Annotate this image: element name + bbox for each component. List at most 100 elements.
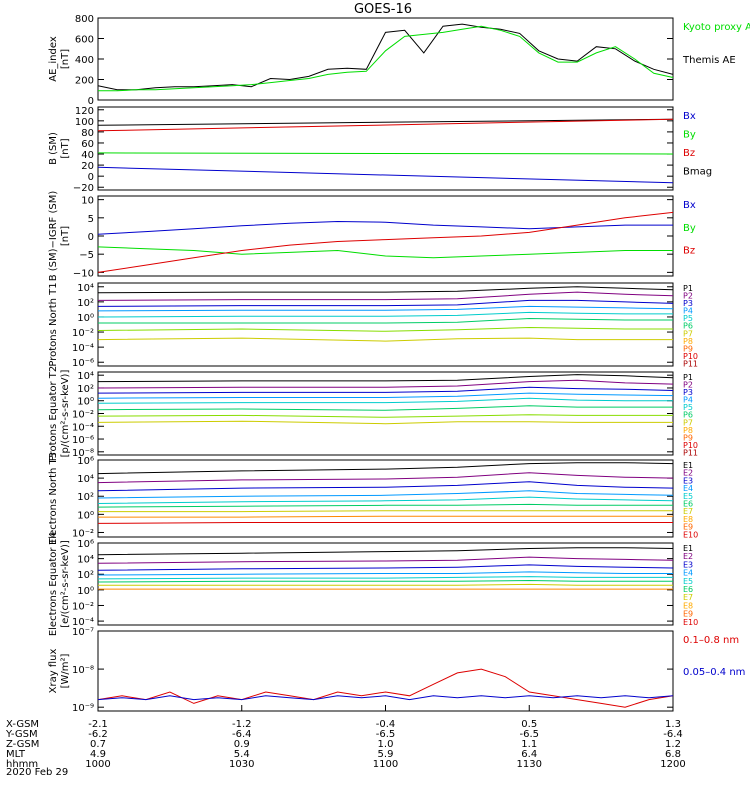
channel-label: P8 bbox=[683, 426, 693, 435]
y-tick-label: 0 bbox=[88, 96, 94, 107]
channel-label: P6 bbox=[683, 411, 693, 420]
channel-label: P9 bbox=[683, 433, 693, 442]
channel-label: E4 bbox=[683, 569, 693, 578]
series-p2 bbox=[97, 379, 674, 389]
y-tick-label: 10² bbox=[77, 384, 94, 395]
x-row-label: MLT bbox=[6, 749, 26, 760]
y-tick-label: 10⁻⁴ bbox=[72, 617, 94, 628]
panel-6: 10⁶ 10⁴ 10² 10⁰ 10⁻² Electrons North T3 E1E2E3… bbox=[48, 452, 698, 545]
y-tick-label: −10 bbox=[73, 268, 94, 279]
channel-label: E2 bbox=[683, 552, 693, 561]
x-row-value: 1.3 bbox=[665, 719, 681, 730]
x-row-label: hhmm bbox=[6, 759, 38, 770]
channel-label: E1 bbox=[683, 544, 693, 553]
y-tick-label: 10⁻⁸ bbox=[72, 665, 94, 676]
series-p5 bbox=[97, 397, 673, 404]
channel-label: E3 bbox=[683, 560, 693, 569]
y-tick-label: 10⁻² bbox=[72, 410, 94, 421]
series-bx bbox=[97, 166, 674, 184]
y-tick-label: 10⁶ bbox=[77, 539, 94, 550]
channel-label: P3 bbox=[683, 388, 693, 397]
x-row-value: -0.4 bbox=[376, 719, 396, 730]
y-axis-label: AE_index bbox=[48, 36, 59, 82]
x-row-value: 1.2 bbox=[665, 739, 681, 750]
series-p6 bbox=[98, 317, 673, 324]
y-tick-label: 200 bbox=[75, 76, 94, 87]
y-axis-label: Protons North T1 bbox=[48, 282, 59, 366]
series-0-05-0-4-nm bbox=[97, 695, 674, 701]
legend-entry: By bbox=[683, 129, 696, 140]
series-p7 bbox=[97, 414, 673, 418]
x-row-value: 0.7 bbox=[90, 739, 106, 750]
panel-8: 10⁻⁷ 10⁻⁸ 10⁻⁹ Xray flux [W/m²] 0.1–0.8 nm 0.0… bbox=[48, 627, 745, 714]
series-by bbox=[97, 152, 674, 155]
series-e6 bbox=[97, 503, 673, 508]
series-e8 bbox=[98, 515, 673, 518]
series-bz bbox=[97, 211, 674, 273]
y-tick-label: −5 bbox=[79, 250, 94, 261]
x-row-value: -6.4 bbox=[663, 729, 683, 740]
x-row-value: -6.4 bbox=[232, 729, 252, 740]
channel-label: E4 bbox=[683, 484, 693, 493]
series-p2 bbox=[97, 291, 674, 301]
channel-label: P4 bbox=[683, 307, 693, 316]
y-tick-label: 10⁶ bbox=[77, 456, 94, 467]
series-p1 bbox=[97, 286, 674, 294]
x-row-value: -2.1 bbox=[88, 719, 108, 730]
y-tick-label: 80 bbox=[81, 128, 94, 139]
x-row-value: 5.9 bbox=[378, 749, 394, 760]
panel-frame bbox=[97, 542, 674, 626]
channel-label: E7 bbox=[683, 593, 693, 602]
y-tick-label: 40 bbox=[81, 150, 94, 161]
y-tick-label: 600 bbox=[75, 35, 94, 46]
channel-label: E6 bbox=[683, 500, 693, 509]
x-row-label: Z-GSM bbox=[6, 739, 39, 750]
channel-label: E8 bbox=[683, 515, 693, 524]
y-axis-label: B (SM) bbox=[48, 132, 59, 165]
channel-label: P8 bbox=[683, 337, 693, 346]
y-tick-label: 10² bbox=[77, 298, 94, 309]
channel-label: P11 bbox=[683, 359, 698, 368]
y-tick-label: 10⁻⁶ bbox=[72, 358, 94, 369]
series-e7 bbox=[98, 510, 673, 513]
legend-entry: 0.1–0.8 nm bbox=[683, 635, 739, 646]
y-axis-label: Electrons Equator T4 bbox=[48, 532, 59, 636]
series-e7 bbox=[98, 583, 673, 586]
x-row-value: 6.8 bbox=[665, 749, 681, 760]
channel-label: P1 bbox=[683, 373, 693, 382]
channel-label: E6 bbox=[683, 585, 693, 594]
channel-label: E5 bbox=[683, 492, 693, 501]
y-tick-label: 10⁻⁴ bbox=[72, 422, 94, 433]
channel-label: P6 bbox=[683, 322, 693, 331]
x-row-value: 1130 bbox=[517, 759, 542, 770]
x-row-value: 0.9 bbox=[234, 739, 250, 750]
x-row-value: 0.5 bbox=[521, 719, 537, 730]
y-tick-label: 10² bbox=[77, 492, 94, 503]
series-e1 bbox=[97, 462, 674, 475]
series-e9 bbox=[97, 522, 673, 524]
y-tick-label: 10⁴ bbox=[77, 371, 94, 382]
series-p1 bbox=[97, 374, 674, 383]
series-e1 bbox=[97, 547, 674, 556]
legend-entry: Bx bbox=[683, 200, 696, 211]
y-tick-label: 10⁰ bbox=[77, 510, 94, 521]
series-themis-ae bbox=[97, 23, 674, 91]
channel-label: E2 bbox=[683, 469, 693, 478]
channel-label: P1 bbox=[683, 284, 693, 293]
channel-label: E9 bbox=[683, 523, 693, 532]
channel-label: P3 bbox=[683, 299, 693, 308]
y-tick-label: 60 bbox=[81, 139, 94, 150]
y-tick-label: 10⁻⁴ bbox=[72, 343, 94, 354]
channel-label: E1 bbox=[683, 461, 693, 470]
channel-label: P7 bbox=[683, 329, 693, 338]
y-axis-label: B (SM)−IGRF (SM) bbox=[48, 191, 59, 282]
legend-entry: Themis AE bbox=[682, 55, 736, 66]
series-bmag bbox=[97, 118, 674, 126]
panel-frame bbox=[97, 459, 674, 538]
y-tick-label: 10⁻⁷ bbox=[72, 627, 94, 638]
y-tick-label: 10⁻⁸ bbox=[72, 448, 94, 459]
x-row-value: 4.9 bbox=[90, 749, 106, 760]
y-tick-label: 10⁰ bbox=[77, 397, 94, 408]
